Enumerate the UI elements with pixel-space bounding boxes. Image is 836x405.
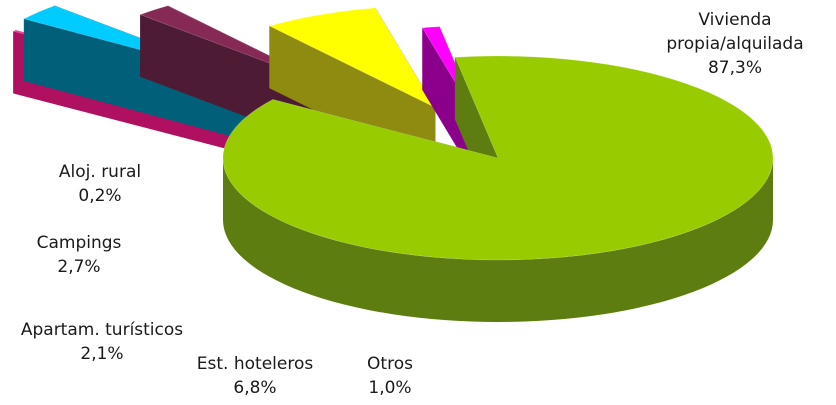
label-campings-name: Campings xyxy=(36,233,122,253)
slice-vivienda xyxy=(222,55,774,322)
label-campings-value: 2,7% xyxy=(57,257,101,277)
label-est-hoteleros-value: 6,8% xyxy=(233,378,277,398)
slice-top-vivienda xyxy=(222,55,774,261)
label-apartam-value: 2,1% xyxy=(80,344,124,364)
label-aloj-rural-value: 0,2% xyxy=(78,186,122,206)
label-otros-name: Otros xyxy=(367,354,413,374)
label-apartam-name: Apartam. turísticos xyxy=(20,320,184,340)
label-otros-value: 1,0% xyxy=(368,378,412,398)
label-vivienda-line2: propia/alquilada xyxy=(666,34,804,54)
label-aloj-rural-name: Aloj. rural xyxy=(58,162,142,182)
label-aloj-rural: Aloj. rural 0,2% xyxy=(26,160,174,208)
label-vivienda-value: 87,3% xyxy=(707,58,762,78)
label-est-hoteleros: Est. hoteleros 6,8% xyxy=(180,352,330,400)
label-campings: Campings 2,7% xyxy=(15,231,143,279)
label-apartam: Apartam. turísticos 2,1% xyxy=(4,318,200,366)
label-otros: Otros 1,0% xyxy=(352,352,428,400)
label-vivienda-line1: Vivienda xyxy=(698,10,772,30)
label-vivienda: Vivienda propia/alquilada 87,3% xyxy=(645,8,825,80)
slice-wall-vivienda xyxy=(223,158,773,322)
label-est-hoteleros-name: Est. hoteleros xyxy=(196,354,314,374)
slice-top-est-hoteleros xyxy=(268,7,436,109)
